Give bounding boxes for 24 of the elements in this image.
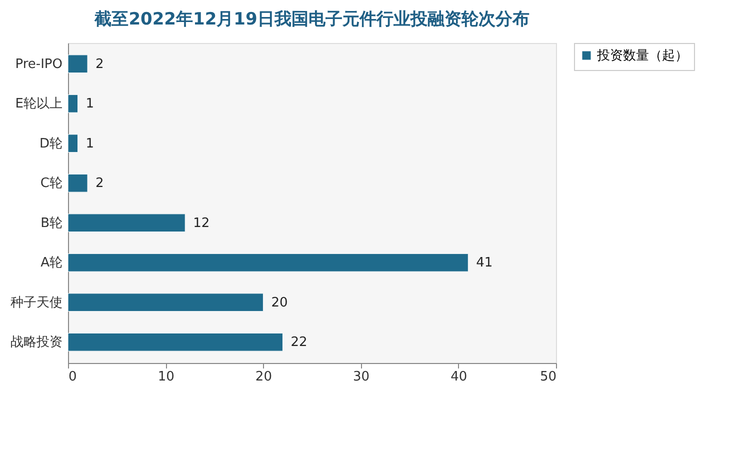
data-label: 2 bbox=[96, 176, 104, 192]
chart-title: 截至2022年12月19日我国电子元件行业投融资轮次分布 bbox=[94, 10, 530, 30]
y-tick-label: Pre-IPO bbox=[15, 56, 62, 72]
x-tick-label: 0 bbox=[68, 370, 77, 384]
data-label: 2 bbox=[96, 56, 104, 72]
x-tick-label: 40 bbox=[450, 370, 468, 384]
y-tick-label: A轮 bbox=[40, 256, 62, 271]
y-tick-label: 战略投资 bbox=[10, 335, 62, 350]
y-tick-label: B轮 bbox=[40, 216, 62, 231]
y-tick-label: 种子天使 bbox=[10, 295, 62, 310]
data-label: 41 bbox=[476, 256, 493, 271]
legend-label: 投资数量（起） bbox=[596, 48, 688, 64]
data-label: 22 bbox=[290, 335, 308, 350]
data-label: 1 bbox=[86, 136, 94, 152]
data-label: 20 bbox=[271, 295, 288, 310]
x-tick-label: 10 bbox=[158, 370, 174, 384]
x-tick-label: 50 bbox=[540, 370, 556, 384]
y-tick-label: E轮以上 bbox=[15, 96, 62, 112]
data-label: 1 bbox=[86, 96, 94, 112]
x-tick-label: 30 bbox=[353, 370, 370, 384]
y-tick-label: D轮 bbox=[39, 136, 62, 152]
x-tick-label: 20 bbox=[255, 370, 272, 384]
y-tick-label: C轮 bbox=[40, 176, 62, 192]
data-label: 12 bbox=[193, 216, 210, 231]
